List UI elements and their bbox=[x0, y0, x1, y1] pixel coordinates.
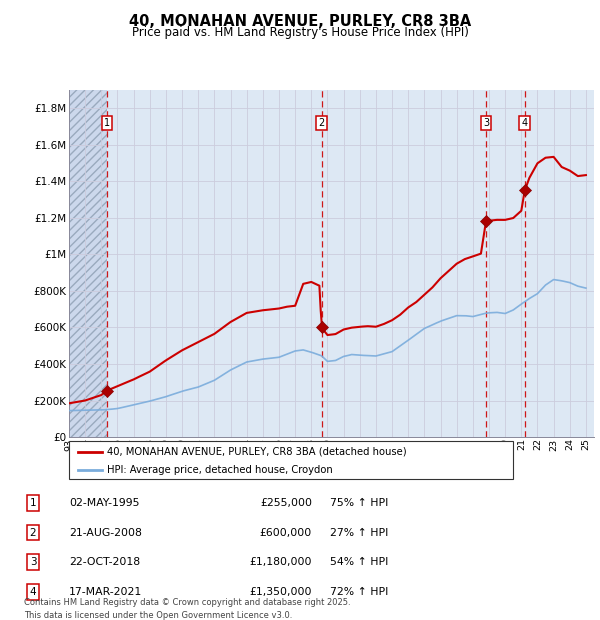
Text: 2: 2 bbox=[319, 118, 325, 128]
Text: 3: 3 bbox=[483, 118, 489, 128]
Text: 40, MONAHAN AVENUE, PURLEY, CR8 3BA (detached house): 40, MONAHAN AVENUE, PURLEY, CR8 3BA (det… bbox=[107, 447, 406, 457]
Text: 72% ↑ HPI: 72% ↑ HPI bbox=[330, 587, 388, 597]
Text: 54% ↑ HPI: 54% ↑ HPI bbox=[330, 557, 388, 567]
Text: 2: 2 bbox=[29, 528, 37, 538]
FancyBboxPatch shape bbox=[69, 441, 513, 479]
Text: 1: 1 bbox=[104, 118, 110, 128]
Text: £255,000: £255,000 bbox=[260, 498, 312, 508]
Text: 02-MAY-1995: 02-MAY-1995 bbox=[69, 498, 139, 508]
Text: Contains HM Land Registry data © Crown copyright and database right 2025.
This d: Contains HM Land Registry data © Crown c… bbox=[24, 598, 350, 619]
Text: HPI: Average price, detached house, Croydon: HPI: Average price, detached house, Croy… bbox=[107, 466, 332, 476]
Text: 22-OCT-2018: 22-OCT-2018 bbox=[69, 557, 140, 567]
Text: £600,000: £600,000 bbox=[260, 528, 312, 538]
Bar bbox=[69, 90, 107, 437]
Text: 4: 4 bbox=[29, 587, 37, 597]
Text: 27% ↑ HPI: 27% ↑ HPI bbox=[330, 528, 388, 538]
Text: 75% ↑ HPI: 75% ↑ HPI bbox=[330, 498, 388, 508]
Text: 3: 3 bbox=[29, 557, 37, 567]
Text: £1,350,000: £1,350,000 bbox=[250, 587, 312, 597]
Text: 17-MAR-2021: 17-MAR-2021 bbox=[69, 587, 142, 597]
Text: 40, MONAHAN AVENUE, PURLEY, CR8 3BA: 40, MONAHAN AVENUE, PURLEY, CR8 3BA bbox=[129, 14, 471, 29]
Text: 21-AUG-2008: 21-AUG-2008 bbox=[69, 528, 142, 538]
Text: 1: 1 bbox=[29, 498, 37, 508]
Text: Price paid vs. HM Land Registry's House Price Index (HPI): Price paid vs. HM Land Registry's House … bbox=[131, 26, 469, 38]
Text: 4: 4 bbox=[521, 118, 528, 128]
Text: £1,180,000: £1,180,000 bbox=[250, 557, 312, 567]
